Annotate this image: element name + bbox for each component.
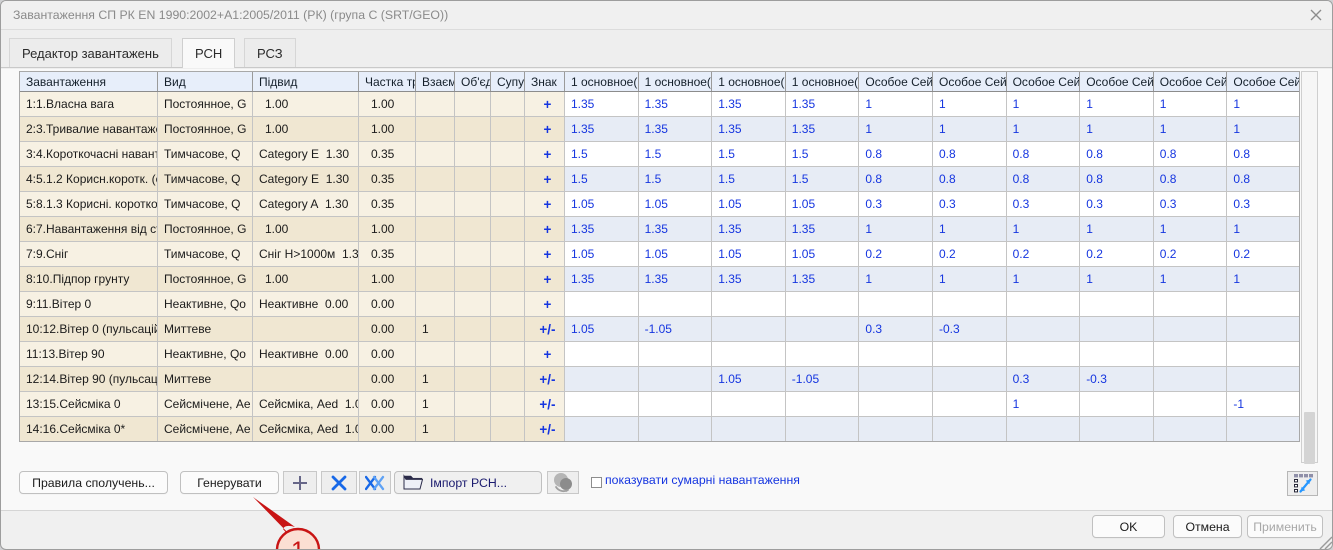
- svg-text:1: 1: [291, 537, 305, 550]
